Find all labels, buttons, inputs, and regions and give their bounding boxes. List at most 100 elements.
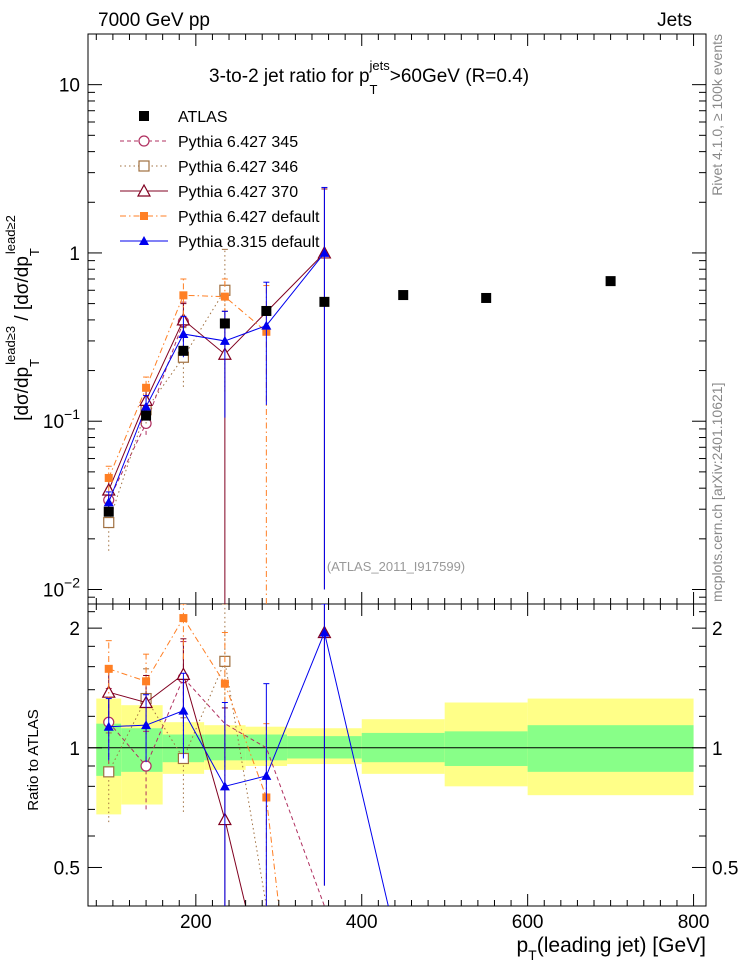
- legend-marker: [138, 135, 150, 147]
- tick-base: 1: [69, 244, 80, 265]
- series-0-ratio-point: [140, 760, 152, 772]
- tick-base: 10: [43, 412, 64, 433]
- chart-title: 3-to-2 jet ratio for pTjets>60GeV (R=0.4…: [209, 58, 529, 97]
- ylabel-a: [dσ/dp: [12, 367, 33, 421]
- legend-marker: [139, 111, 149, 121]
- ratio-plot-area: [101, 604, 389, 906]
- ratio-band-inner: [444, 731, 528, 766]
- legend-label: ATLAS: [178, 109, 228, 126]
- series-4-ratio-point: [178, 705, 189, 715]
- ratio-y-tick-label-right: 2: [712, 619, 723, 640]
- series-3-ratio-point: [220, 679, 229, 688]
- ylabel-a-sub: T: [27, 359, 42, 367]
- main-y-tick-label: 10−2: [43, 574, 80, 601]
- series-4-point: [319, 247, 330, 257]
- tick-exponent: −2: [64, 574, 80, 590]
- series-3-ratio-point: [179, 614, 188, 623]
- series-1-point: [103, 516, 115, 529]
- atlas-point: [141, 410, 152, 421]
- series-4-point: [141, 401, 152, 411]
- x-tick-label: 600: [512, 912, 544, 933]
- main-ylabel: [dσ/dpTlead≥3 / [dσ/dpTlead≥2: [3, 215, 42, 421]
- ratio-y-tick-label-right: 0.5: [712, 858, 738, 879]
- chart-title-sup: jets: [368, 58, 390, 73]
- atlas-point: [481, 292, 492, 303]
- legend-marker: [138, 160, 150, 172]
- atlas-point: [605, 276, 616, 287]
- chart-title-sub: T: [370, 82, 378, 97]
- series-3-point: [142, 383, 151, 392]
- tick-base: 10: [43, 580, 64, 601]
- ratio-band-inner: [527, 725, 694, 772]
- atlas-point: [261, 305, 272, 316]
- atlas-point: [398, 290, 409, 301]
- x-tick-label: 200: [180, 912, 212, 933]
- legend-label: Pythia 6.427 default: [178, 209, 320, 226]
- series-4-point: [178, 328, 189, 338]
- header-process: Jets: [657, 10, 692, 31]
- main-plot-area: [101, 186, 616, 604]
- tick-exponent: −1: [64, 406, 80, 422]
- ratio-ylabel: Ratio to ATLAS: [25, 709, 42, 810]
- ratio-y-tick-label: 1: [69, 739, 80, 760]
- atlas-point: [319, 296, 330, 307]
- atlas-point: [103, 506, 114, 517]
- series-3-point: [179, 291, 188, 300]
- series-4-ratio-point: [141, 720, 152, 730]
- ratio-y-tick-label: 0.5: [54, 858, 80, 879]
- ratio-y-tick-label: 2: [69, 619, 80, 640]
- legend-marker: [136, 183, 152, 197]
- x-tick-label: 400: [346, 912, 378, 933]
- legend: ATLAS Pythia 6.427 345 Pythia 6.427 346 Pyt…: [120, 109, 320, 251]
- series-3-point: [104, 473, 113, 482]
- ylabel-b: / [dσ/dp: [12, 256, 33, 326]
- main-y-tick-label: 1: [69, 244, 80, 265]
- mcplots-label: mcplots.cern.ch [arXiv:2401.10621]: [709, 383, 725, 602]
- ratio-y-tick-label-right: 1: [712, 739, 723, 760]
- analysis-label: (ATLAS_2011_I917599): [327, 559, 465, 574]
- main-y-tick-label: 10: [59, 76, 80, 97]
- legend-label: Pythia 6.427 370: [178, 184, 298, 201]
- main-panel: [101, 186, 616, 604]
- series-1-ratio-line: [108, 659, 267, 906]
- xlabel-sub: T: [528, 947, 537, 963]
- tick-base: 10: [59, 76, 80, 97]
- xlabel: pT(leading jet) [GeV]: [516, 934, 706, 963]
- legend-label: Pythia 6.427 346: [178, 159, 298, 176]
- legend-label: Pythia 6.427 345: [178, 134, 298, 151]
- ratio-panel: [88, 604, 706, 906]
- series-3-ratio-line: [108, 617, 280, 906]
- series-4-ratio-point: [261, 770, 272, 780]
- series-3-line: [108, 294, 267, 479]
- xlabel-post: (leading jet) [GeV]: [537, 934, 706, 957]
- series-4-point: [103, 497, 114, 507]
- main-panel-frame: [87, 33, 707, 605]
- series-4-ratio-point: [103, 721, 114, 731]
- rivet-label: Rivet 4.1.0, ≥ 100k events: [709, 34, 725, 196]
- series-4-ratio-point: [219, 781, 230, 791]
- xlabel-pre: p: [516, 934, 528, 957]
- series-3-ratio-point: [142, 677, 151, 686]
- series-4-ratio-point: [319, 627, 330, 637]
- chart-title-post: >60GeV (R=0.4): [390, 66, 529, 87]
- series-1-line: [108, 290, 226, 523]
- legend-label: Pythia 8.315 default: [178, 234, 320, 251]
- x-tick-label: 800: [678, 912, 710, 933]
- ylabel-b-sup: lead≥2: [3, 215, 18, 254]
- atlas-point: [219, 318, 230, 329]
- atlas-point: [178, 345, 189, 356]
- ylabel-b-sub: T: [27, 248, 42, 256]
- series-3-point: [220, 292, 229, 301]
- legend-marker: [140, 212, 148, 220]
- series-4-point: [261, 320, 272, 330]
- series-4-line: [108, 252, 325, 503]
- chart-title-pre: 3-to-2 jet ratio for p: [209, 66, 370, 87]
- ylabel-a-sup: lead≥3: [3, 326, 18, 365]
- legend-marker: [139, 236, 149, 245]
- main-y-tick-label: 10−1: [43, 406, 80, 433]
- series-0-ratio-line: [108, 676, 325, 906]
- header-energy: 7000 GeV pp: [98, 10, 210, 31]
- series-4-point: [219, 335, 230, 345]
